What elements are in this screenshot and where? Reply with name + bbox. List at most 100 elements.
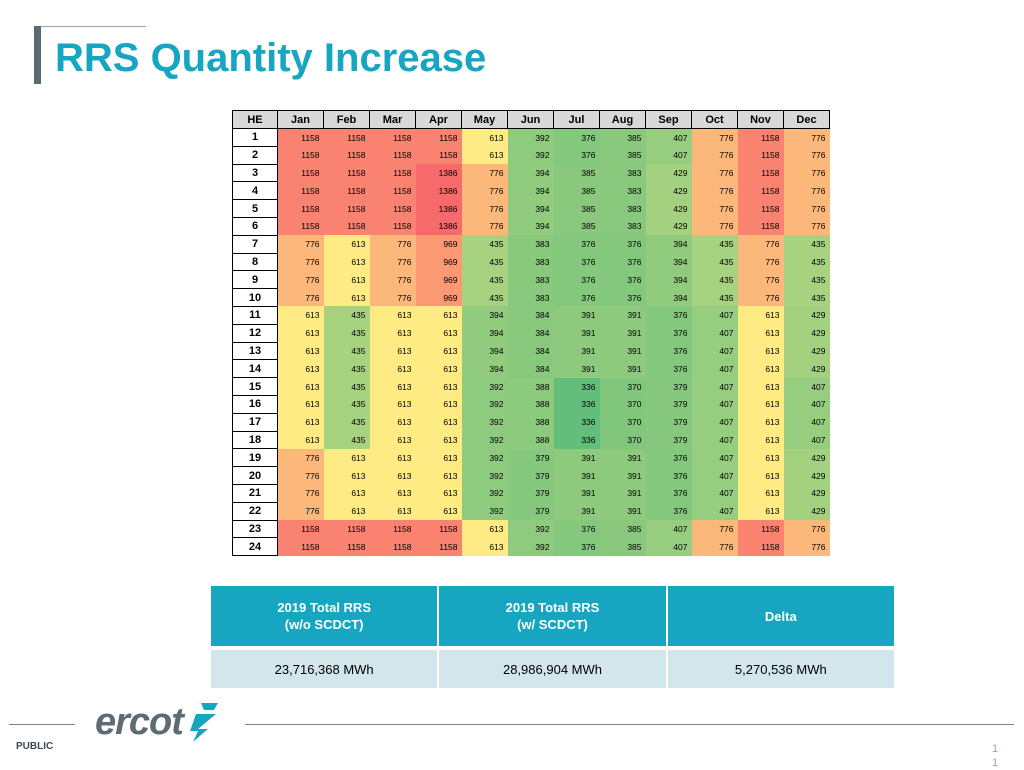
- rrs-value-cell: 384: [507, 324, 554, 343]
- summary-header-line: Delta: [764, 608, 797, 624]
- rrs-value-cell: 1158: [415, 537, 462, 556]
- rrs-value-cell: 776: [691, 128, 738, 147]
- rrs-value-cell: 1158: [277, 537, 324, 556]
- rrs-value-cell: 391: [599, 359, 646, 378]
- hour-ending-cell: 14: [232, 359, 278, 379]
- rrs-value-cell: 776: [737, 253, 784, 271]
- ercot-logo: ercot: [95, 700, 221, 744]
- rrs-value-cell: 392: [461, 377, 508, 396]
- hour-ending-cell: 11: [232, 305, 278, 325]
- rrs-value-cell: 429: [783, 466, 830, 485]
- heat-table-row: 24 1158 1158 1158 1158 613 392 376 385 407 776 1158…: [232, 537, 830, 557]
- rrs-value-cell: 969: [415, 235, 462, 254]
- month-header-apr: Apr: [415, 110, 462, 129]
- page-title: RRS Quantity Increase: [55, 36, 487, 80]
- rrs-value-cell: 407: [691, 484, 738, 503]
- rrs-value-cell: 613: [277, 359, 324, 378]
- rrs-value-cell: 429: [645, 217, 692, 236]
- rrs-value-cell: 391: [599, 324, 646, 343]
- rrs-value-cell: 407: [783, 431, 830, 449]
- hour-ending-cell: 7: [232, 234, 278, 254]
- rrs-value-cell: 613: [415, 448, 462, 467]
- rrs-value-cell: 370: [599, 377, 646, 396]
- rrs-value-cell: 613: [369, 484, 416, 503]
- rrs-value-cell: 613: [415, 484, 462, 503]
- rrs-value-cell: 613: [415, 431, 462, 449]
- rrs-value-cell: 613: [369, 395, 416, 414]
- rrs-value-cell: 391: [553, 342, 600, 360]
- hour-ending-cell: 21: [232, 483, 278, 503]
- rrs-value-cell: 392: [507, 128, 554, 147]
- rrs-value-cell: 376: [553, 270, 600, 289]
- rrs-value-cell: 1386: [415, 199, 462, 218]
- rrs-value-cell: 392: [507, 537, 554, 556]
- rrs-value-cell: 613: [737, 448, 784, 467]
- rrs-value-cell: 379: [507, 502, 554, 521]
- rrs-value-cell: 435: [323, 413, 370, 432]
- month-header-oct: Oct: [691, 110, 738, 129]
- rrs-value-cell: 613: [415, 359, 462, 378]
- rrs-value-cell: 392: [507, 146, 554, 165]
- rrs-value-cell: 776: [461, 181, 508, 200]
- rrs-value-cell: 613: [461, 146, 508, 165]
- rrs-value-cell: 1158: [277, 146, 324, 165]
- rrs-value-cell: 1158: [737, 128, 784, 147]
- rrs-value-cell: 776: [691, 164, 738, 182]
- rrs-value-cell: 1158: [323, 520, 370, 538]
- rrs-value-cell: 394: [645, 270, 692, 289]
- rrs-value-cell: 391: [599, 306, 646, 325]
- rrs-value-cell: 407: [691, 448, 738, 467]
- heat-table-row: 23 1158 1158 1158 1158 613 392 376 385 407 776 1158…: [232, 519, 830, 539]
- rrs-value-cell: 394: [645, 253, 692, 271]
- hour-ending-cell: 3: [232, 163, 278, 183]
- rrs-value-cell: 383: [507, 270, 554, 289]
- rrs-value-cell: 613: [369, 342, 416, 360]
- rrs-value-cell: 379: [507, 448, 554, 467]
- rrs-value-cell: 370: [599, 395, 646, 414]
- heat-table-row: 3 1158 1158 1158 1386 776 394 385 383 429 776 1158 7…: [232, 163, 830, 183]
- rrs-value-cell: 385: [553, 181, 600, 200]
- rrs-value-cell: 613: [277, 342, 324, 360]
- rrs-value-cell: 776: [691, 181, 738, 200]
- rrs-value-cell: 376: [553, 235, 600, 254]
- rrs-value-cell: 376: [599, 253, 646, 271]
- rrs-value-cell: 969: [415, 253, 462, 271]
- rrs-value-cell: 336: [553, 413, 600, 432]
- rrs-value-cell: 613: [737, 502, 784, 521]
- rrs-value-cell: 407: [691, 466, 738, 485]
- rrs-value-cell: 376: [645, 342, 692, 360]
- rrs-value-cell: 435: [323, 377, 370, 396]
- rrs-value-cell: 392: [461, 413, 508, 432]
- rrs-value-cell: 383: [599, 217, 646, 236]
- heat-table-row: 15 613 435 613 613 392 388 336 370 379 407 613 407: [232, 377, 830, 396]
- rrs-value-cell: 379: [507, 484, 554, 503]
- rrs-value-cell: 1158: [415, 146, 462, 165]
- rrs-value-cell: 969: [415, 270, 462, 289]
- rrs-value-cell: 392: [461, 484, 508, 503]
- rrs-value-cell: 776: [783, 128, 830, 147]
- rrs-value-cell: 385: [599, 128, 646, 147]
- rrs-value-cell: 435: [323, 359, 370, 378]
- rrs-value-cell: 613: [461, 520, 508, 538]
- rrs-value-cell: 435: [691, 288, 738, 307]
- rrs-value-cell: 613: [277, 431, 324, 449]
- hour-ending-cell: 20: [232, 466, 278, 485]
- rrs-value-cell: 776: [369, 288, 416, 307]
- rrs-value-cell: 429: [645, 164, 692, 182]
- heat-table-body: 1 1158 1158 1158 1158 613 392 376 385 407 776 1158 7…: [232, 128, 830, 557]
- hour-ending-cell: 22: [232, 501, 278, 521]
- hour-ending-cell: 23: [232, 519, 278, 539]
- rrs-value-cell: 613: [415, 324, 462, 343]
- rrs-value-cell: 407: [691, 502, 738, 521]
- heat-table-row: 9 776 613 776 969 435 383 376 376 394 435 776 435: [232, 270, 830, 290]
- rrs-value-cell: 613: [737, 395, 784, 414]
- rrs-value-cell: 376: [645, 484, 692, 503]
- month-header-jul: Jul: [553, 110, 600, 129]
- hour-ending-cell: 17: [232, 412, 278, 432]
- rrs-value-cell: 435: [323, 431, 370, 449]
- rrs-value-cell: 776: [277, 235, 324, 254]
- rrs-value-cell: 776: [691, 537, 738, 556]
- footer-rule-left: [9, 724, 75, 725]
- heat-table-row: 11 613 435 613 613 394 384 391 391 376 407 613 429: [232, 305, 830, 325]
- rrs-value-cell: 1158: [415, 128, 462, 147]
